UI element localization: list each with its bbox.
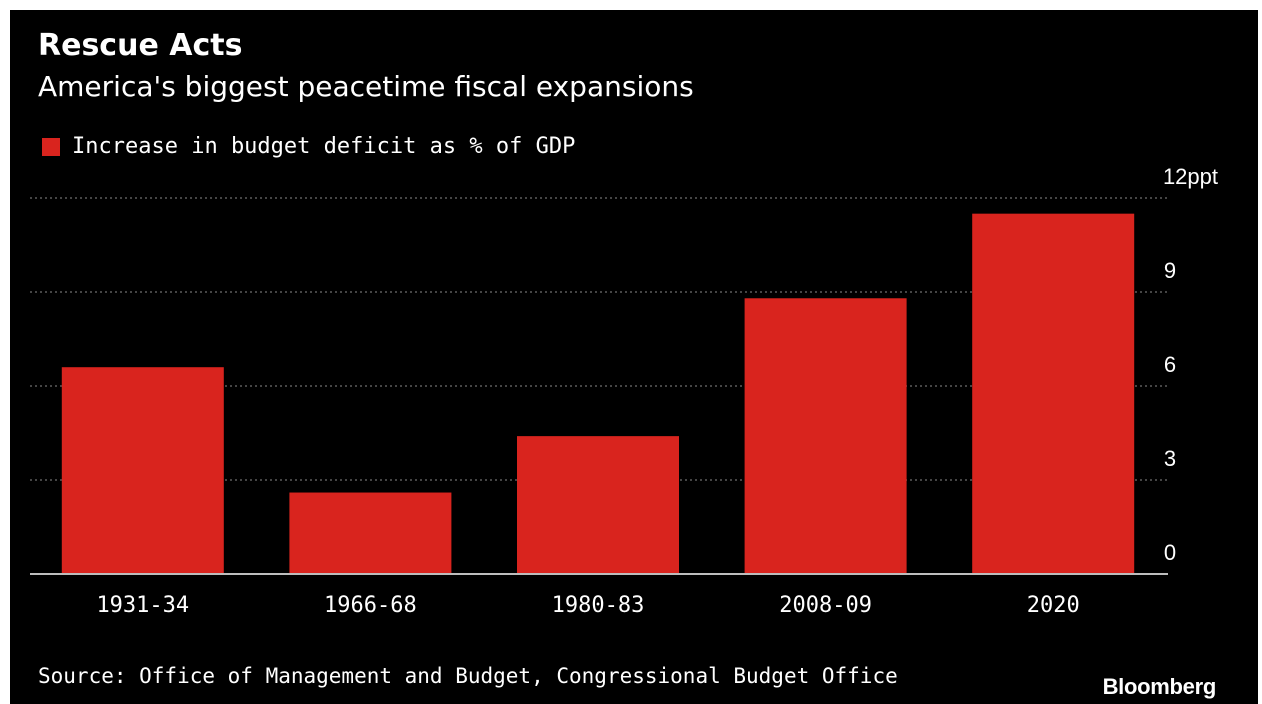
x-tick-label: 1980-83 [552,593,645,618]
x-tick-label: 1931-34 [96,593,189,618]
y-tick-label: 6 [1164,352,1176,377]
chart-panel: Rescue Acts America's biggest peacetime … [10,10,1258,704]
bloomberg-logo: Bloomberg [1102,674,1217,699]
legend: Increase in budget deficit as % of GDP [42,134,575,159]
y-tick-label: 3 [1164,446,1176,471]
y-tick-label: 9 [1164,258,1176,283]
legend-label: Increase in budget deficit as % of GDP [72,134,576,159]
bar-1980-83 [517,436,679,574]
x-tick-label: 2020 [1027,593,1080,618]
bar-1966-68 [289,492,452,574]
y-tick-label: 0 [1164,540,1176,565]
bar-2020 [972,213,1135,574]
bar-chart: 1931-34 1966-68 1980-83 2008-09 2020 0 3 6 9 12pp… [30,164,1218,618]
y-tick-label: 12ppt [1163,164,1218,189]
bar-2008-09 [744,298,907,574]
x-tick-label: 1966-68 [324,593,417,618]
chart-subtitle: America's biggest peacetime fiscal expan… [38,70,694,103]
chart-title: Rescue Acts [38,28,243,63]
bar-1931-34 [61,367,224,574]
x-tick-label: 2008-09 [779,593,872,618]
source-note: Source: Office of Management and Budget,… [38,664,898,688]
legend-swatch [42,137,60,156]
